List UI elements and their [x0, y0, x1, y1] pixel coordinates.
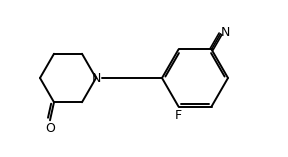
Text: F: F — [175, 109, 182, 122]
Text: N: N — [91, 71, 101, 84]
Text: O: O — [45, 122, 55, 135]
Text: N: N — [221, 26, 230, 39]
